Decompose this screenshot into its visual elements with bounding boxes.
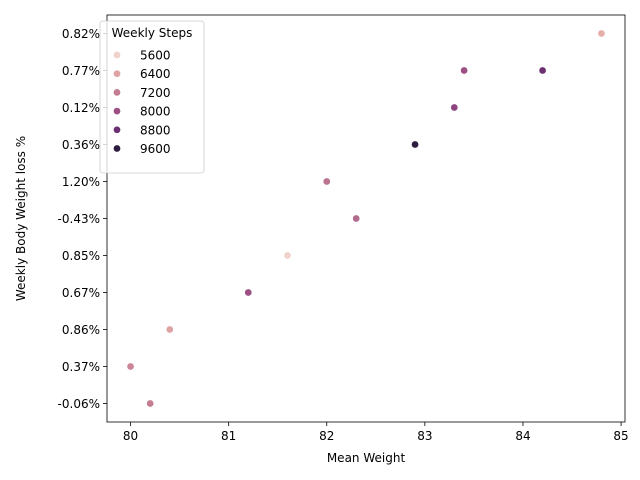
legend-label: 6400 xyxy=(140,67,171,81)
data-point xyxy=(411,140,419,149)
y-tick-label: 0.36% xyxy=(62,138,100,152)
data-point xyxy=(450,103,459,112)
data-points xyxy=(126,29,606,408)
y-tick-label: 0.86% xyxy=(62,323,100,337)
legend-label: 8000 xyxy=(140,105,171,119)
data-point xyxy=(597,29,606,38)
x-tick-label: 83 xyxy=(417,429,432,443)
data-point xyxy=(283,251,292,260)
data-point xyxy=(460,66,468,75)
y-tick-label: 0.77% xyxy=(62,64,100,78)
y-tick-label: 0.67% xyxy=(62,286,100,300)
legend-marker xyxy=(113,69,121,78)
x-tick-label: 80 xyxy=(123,429,138,443)
y-tick-label: 1.20% xyxy=(62,175,100,189)
legend-marker xyxy=(113,88,121,97)
data-point xyxy=(126,362,135,371)
legend-label: 7200 xyxy=(140,86,171,100)
legend-marker xyxy=(113,107,121,115)
data-point xyxy=(538,66,547,75)
legend-label: 5600 xyxy=(140,49,171,63)
x-tick-label: 82 xyxy=(319,429,334,443)
legend: Weekly Steps 5600 6400 7200 8000 8800 9600 xyxy=(99,20,205,174)
y-tick-label: 0.82% xyxy=(62,27,100,41)
legend-box xyxy=(99,20,205,174)
y-tick-label: 0.37% xyxy=(62,360,100,374)
x-axis-label: Mean Weight xyxy=(327,451,406,465)
y-tick-label: -0.06% xyxy=(58,397,100,411)
legend-title: Weekly Steps xyxy=(112,26,193,40)
y-tick-label: -0.43% xyxy=(58,212,100,226)
data-point xyxy=(146,399,155,408)
legend-label: 8800 xyxy=(140,123,171,137)
data-point xyxy=(352,214,361,223)
y-axis: -0.06% 0.37% 0.86% 0.67% 0.85% -0.43% 1.20% 0.3… xyxy=(58,27,107,411)
legend-marker xyxy=(113,125,121,134)
legend-marker xyxy=(113,144,121,153)
x-tick-label: 85 xyxy=(613,429,628,443)
x-tick-label: 84 xyxy=(515,429,530,443)
y-tick-label: 0.12% xyxy=(62,101,100,115)
data-point xyxy=(322,177,331,186)
y-axis-label: Weekly Body Weight loss % xyxy=(14,136,28,301)
legend-marker xyxy=(113,51,121,59)
legend-entries: 5600 6400 7200 8000 8800 9600 xyxy=(113,49,171,156)
data-point xyxy=(244,288,253,297)
y-tick-label: 0.85% xyxy=(62,249,100,263)
x-tick-label: 81 xyxy=(221,429,236,443)
data-point xyxy=(165,325,174,334)
x-axis: 80 81 82 83 84 85 xyxy=(123,422,629,443)
legend-label: 9600 xyxy=(140,142,171,156)
